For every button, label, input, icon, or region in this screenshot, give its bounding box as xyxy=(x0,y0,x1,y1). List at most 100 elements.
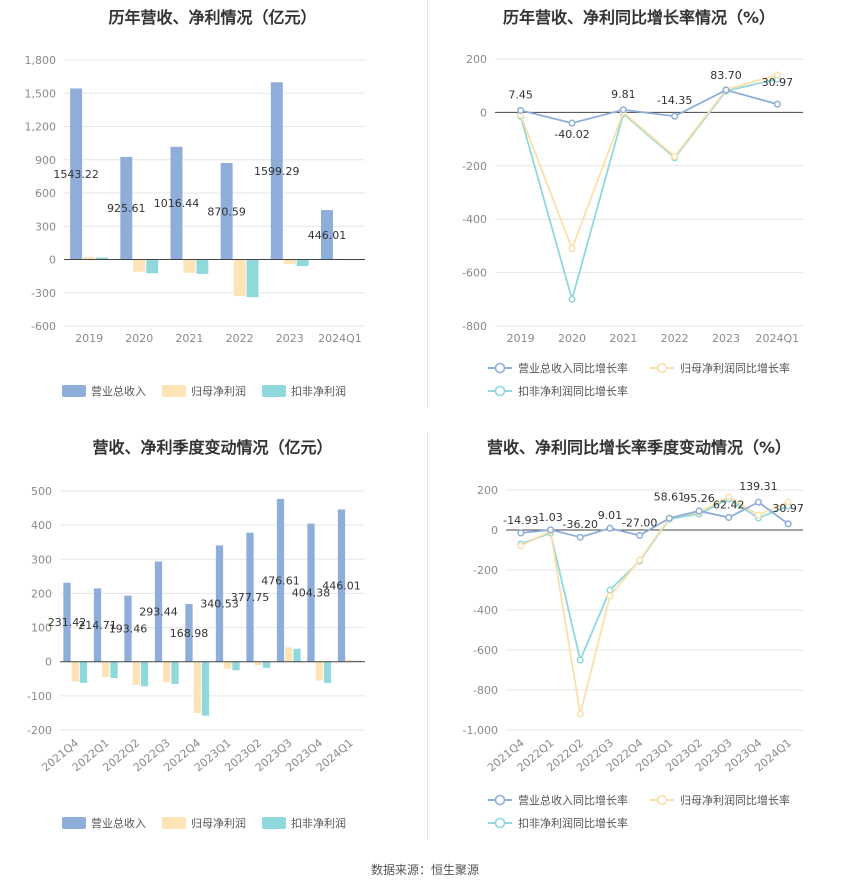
data-label: 1016.44 xyxy=(154,197,200,210)
legend-label: 归母净利润同比增长率 xyxy=(680,361,790,375)
data-label: 231.42 xyxy=(48,616,87,629)
data-label: 95.26 xyxy=(683,492,715,505)
line-point xyxy=(606,586,614,594)
annual-growth-panel: 历年营收、净利同比增长率情况（%） -800 -600 -400 -200 0 200 20… xyxy=(428,0,850,410)
legend-swatch xyxy=(656,362,668,374)
line-point xyxy=(606,592,614,600)
y-tick-label: 0 xyxy=(45,656,52,669)
y-tick-label: -800 xyxy=(473,684,498,697)
bar-deducted-profit xyxy=(296,259,309,267)
x-tick-label: 2020 xyxy=(558,332,586,345)
bar-revenue xyxy=(63,582,71,662)
bar-deducted-profit xyxy=(323,661,332,683)
y-tick-label: -400 xyxy=(462,213,487,226)
data-label: 1.03 xyxy=(538,511,563,524)
data-label: 58.61 xyxy=(654,490,686,503)
bar-deducted-profit xyxy=(232,661,240,671)
data-label: -27.00 xyxy=(622,516,657,529)
data-label: 214.71 xyxy=(78,619,117,632)
data-label: 7.45 xyxy=(508,88,533,101)
bar-parent-profit xyxy=(163,661,171,683)
data-label: 193.46 xyxy=(109,623,148,636)
x-tick-label: 2022 xyxy=(226,332,254,345)
y-tick-label: 600 xyxy=(35,187,56,200)
bar-deducted-profit xyxy=(140,661,149,687)
line-point xyxy=(568,119,576,127)
data-label: 83.70 xyxy=(710,69,742,82)
legend-swatch xyxy=(656,794,668,806)
chart-title: 营收、净利季度变动情况（亿元） xyxy=(92,438,333,457)
bar-parent-profit xyxy=(315,661,323,681)
data-label: 1599.29 xyxy=(254,165,300,178)
legend-swatch xyxy=(262,817,286,829)
line-point xyxy=(568,295,576,303)
y-tick-label: -600 xyxy=(473,644,498,657)
data-label: 30.97 xyxy=(772,502,804,515)
bar-deducted-profit xyxy=(354,660,362,662)
bar-revenue xyxy=(276,498,285,662)
legend-label: 营业总收入同比增长率 xyxy=(518,361,628,375)
bar-revenue xyxy=(270,82,283,260)
y-tick-label: -200 xyxy=(473,564,498,577)
line-point xyxy=(547,526,555,534)
bar-revenue xyxy=(70,88,83,260)
series-line xyxy=(519,74,778,252)
bar-revenue xyxy=(215,545,224,662)
bar-deducted-profit xyxy=(110,661,118,679)
data-label: 139.31 xyxy=(739,480,778,493)
data-label: 62.42 xyxy=(713,499,745,512)
x-tick-label: 2023 xyxy=(276,332,304,345)
line-point xyxy=(784,520,792,528)
bar-revenue xyxy=(246,532,254,662)
y-tick-label: 200 xyxy=(31,587,52,600)
data-label: -14.35 xyxy=(657,94,692,107)
x-tick-label: 2022 xyxy=(661,332,689,345)
data-source: 数据来源：恒生聚源 xyxy=(370,863,479,877)
x-tick-label: 2021 xyxy=(175,332,203,345)
legend-label: 扣非净利润同比增长率 xyxy=(518,384,628,398)
data-label: -36.20 xyxy=(563,518,598,531)
x-tick-label: 2021 xyxy=(609,332,637,345)
bar-revenue xyxy=(185,604,193,662)
line-point xyxy=(568,245,576,253)
y-tick-label: 200 xyxy=(477,484,498,497)
panel-divider xyxy=(427,0,428,408)
chart-title: 历年营收、净利情况（亿元） xyxy=(108,8,317,27)
bar-parent-profit xyxy=(102,661,110,678)
bar-revenue xyxy=(321,210,333,260)
bar-revenue xyxy=(307,523,315,662)
y-tick-label: -200 xyxy=(462,160,487,173)
line-point xyxy=(722,86,730,94)
line-point xyxy=(773,100,781,108)
bar-revenue xyxy=(154,561,163,662)
y-tick-label: 0 xyxy=(49,254,56,267)
series-line xyxy=(519,78,778,303)
data-label: 1543.22 xyxy=(53,168,99,181)
y-tick-label: 0 xyxy=(480,106,487,119)
data-label: 476.61 xyxy=(261,574,300,587)
line-point xyxy=(517,542,525,550)
data-label: 340.53 xyxy=(200,598,239,611)
bar-parent-profit xyxy=(254,661,262,666)
bar-revenue xyxy=(93,588,102,662)
quarterly-growth-panel: 营收、净利同比增长率季度变动情况（%） -1,000 -800 -600 -400 -2… xyxy=(428,428,850,848)
bar-deducted-profit xyxy=(96,257,108,260)
data-label: 446.01 xyxy=(322,580,361,593)
legend-swatch xyxy=(62,817,86,829)
y-tick-label: -100 xyxy=(27,690,52,703)
legend-label: 营业总收入 xyxy=(91,816,146,830)
data-label: 168.98 xyxy=(170,627,209,640)
line-point xyxy=(517,529,525,537)
legend-swatch xyxy=(162,385,186,397)
annual-growth-chart: -800 -600 -400 -200 0 200 2019 2020 2021 2022 2023… xyxy=(462,53,803,398)
legend-swatch xyxy=(62,385,86,397)
line-point xyxy=(773,71,781,79)
bar-parent-profit xyxy=(71,661,79,682)
y-tick-label: -400 xyxy=(473,604,498,617)
y-tick-label: 1,200 xyxy=(25,121,57,134)
legend-label: 归母净利润同比增长率 xyxy=(680,793,790,807)
bar-deducted-profit xyxy=(293,648,301,662)
chart-title: 历年营收、净利同比增长率情况（%） xyxy=(502,8,776,27)
series-line xyxy=(520,89,778,125)
bar-deducted-profit xyxy=(196,259,209,274)
